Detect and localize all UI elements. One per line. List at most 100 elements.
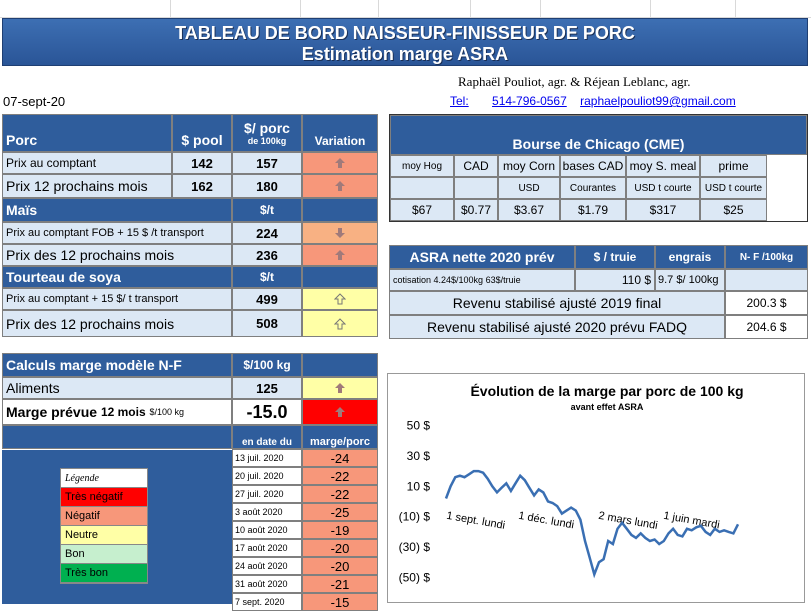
- mais-row-value: 224: [232, 222, 302, 244]
- aliments-value: 125: [232, 377, 302, 399]
- up-arrow-outline-icon: [334, 317, 346, 329]
- history-blank-header: [2, 425, 232, 449]
- history-value: -25: [302, 503, 378, 521]
- y-tick-label: (50) $: [399, 570, 431, 584]
- margin-chart-svg: Évolution de la marge par porc de 100 kg…: [399, 383, 744, 584]
- history-row: 10 août 2020 -19: [232, 521, 378, 539]
- asra-truie-value: 110 $: [575, 269, 655, 291]
- cme-values-cell: $25: [700, 199, 767, 221]
- soya-row-value: 499: [232, 288, 302, 310]
- mais-row: Prix au comptant FOB + 15 $ /t transport…: [2, 222, 378, 244]
- history-row: 20 juil. 2020 -22: [232, 467, 378, 485]
- up-arrow-icon: [335, 407, 345, 417]
- legend: Légende Très négatif Négatif Neutre Bon Très…: [60, 468, 148, 584]
- history-row: 24 août 2020 -20: [232, 557, 378, 575]
- cme-subs-cell: Courantes: [560, 177, 626, 199]
- per-pig-header: $/ porc de 100kg: [232, 114, 302, 152]
- soya-header: Tourteau de soya: [2, 266, 232, 288]
- legend-item: Négatif: [61, 507, 147, 526]
- soya-blank-header: [302, 266, 378, 288]
- asra-title: ASRA nette 2020 prév: [389, 245, 575, 269]
- porc-row-label: Prix 12 prochains mois: [2, 174, 172, 198]
- x-tick-label: 1 juin mardi: [662, 510, 720, 532]
- x-tick-label: 1 sept. lundi: [445, 510, 506, 532]
- authors: Raphaël Pouliot, agr. & Réjean Leblanc, …: [458, 74, 691, 89]
- porc-row: Prix 12 prochains mois 162 180: [2, 174, 378, 198]
- history-date: 31 août 2020: [232, 575, 302, 593]
- porc-row-value: 180: [232, 174, 302, 198]
- up-arrow-outline-icon: [334, 293, 346, 305]
- history-date: 27 juil. 2020: [232, 485, 302, 503]
- mais-row-variation: [302, 244, 378, 266]
- porc-row-pool: 142: [172, 152, 232, 174]
- history-date: 24 août 2020: [232, 557, 302, 575]
- cme-subs-cell: USD t courte: [626, 177, 700, 199]
- mais-row-label: Prix au comptant FOB + 15 $ /t transport: [2, 222, 232, 244]
- soya-row-value: 508: [232, 310, 302, 337]
- history-row: 27 juil. 2020 -22: [232, 485, 378, 503]
- down-arrow-icon: [335, 228, 345, 238]
- phone-link[interactable]: 514-796-0567: [492, 94, 567, 108]
- y-tick-label: 50 $: [407, 419, 431, 433]
- cme-subs-cell: [454, 177, 498, 199]
- up-arrow-icon: [335, 181, 345, 191]
- contact-line: Tel: 514-796-0567 raphaelpouliot99@gmail…: [450, 94, 736, 108]
- soya-unit-header: $/t: [232, 266, 302, 288]
- cme-title: Bourse de Chicago (CME): [390, 115, 807, 155]
- mais-row: Prix des 12 prochains mois 236: [2, 244, 378, 266]
- mais-header: Maïs: [2, 198, 232, 222]
- soya-row-variation: [302, 288, 378, 310]
- porc-row-label: Prix au comptant: [2, 152, 172, 174]
- porc-row-pool: 162: [172, 174, 232, 198]
- y-tick-label: 10 $: [407, 479, 431, 493]
- aliments-variation: [302, 377, 378, 399]
- asra-cotisation: cotisation 4.24$/100kg 63$/truie: [389, 269, 575, 291]
- asra-engrais-header: engrais: [655, 245, 725, 269]
- x-tick-label: 1 déc. lundi: [517, 510, 574, 532]
- soya-row: Prix au comptant + 15 $/ t transport 499: [2, 288, 378, 310]
- history-row: 3 août 2020 -25: [232, 503, 378, 521]
- cme-values-cell: $317: [626, 199, 700, 221]
- legend-item: Très bon: [61, 564, 147, 583]
- history-value: -20: [302, 557, 378, 575]
- history-date: 7 sept. 2020: [232, 593, 302, 611]
- marge-value: -15.0: [232, 399, 302, 425]
- history-date-header: en date du: [232, 425, 302, 449]
- cme-headers-cell: moy Corn: [498, 155, 560, 177]
- asra-nf-header: N- F /100kg: [725, 245, 808, 269]
- history-date: 3 août 2020: [232, 503, 302, 521]
- history-date: 17 août 2020: [232, 539, 302, 557]
- page-title: TABLEAU DE BORD NAISSEUR-FINISSEUR DE PO…: [175, 23, 635, 43]
- report-date: 07-sept-20: [3, 94, 66, 109]
- tel-label[interactable]: Tel:: [450, 94, 469, 108]
- legend-item: Bon: [61, 545, 147, 564]
- cme-headers-cell: moy Hog: [390, 155, 454, 177]
- calc-unit-header: $/100 kg: [232, 353, 302, 377]
- asra-engrais-value: 9.7 $/ 100kg: [655, 269, 725, 291]
- porc-row-value: 157: [232, 152, 302, 174]
- sheet-grid-top: [0, 0, 811, 18]
- history-marge-header: marge/porc: [302, 425, 378, 449]
- legend-title: Légende: [61, 469, 147, 488]
- porc-row-variation: [302, 174, 378, 198]
- aliments-label: Aliments: [2, 377, 232, 399]
- mais-row-label: Prix des 12 prochains mois: [2, 244, 232, 266]
- up-arrow-icon: [335, 158, 345, 168]
- email-link[interactable]: raphaelpouliot99@gmail.com: [580, 94, 736, 108]
- history-date: 13 juil. 2020: [232, 449, 302, 467]
- prices-panel: Porc $ pool $/ porc de 100kg Variation P…: [2, 114, 378, 337]
- y-tick-label: 30 $: [407, 449, 431, 463]
- calc-blank-header: [302, 353, 378, 377]
- history-row: 17 août 2020 -20: [232, 539, 378, 557]
- porc-row-variation: [302, 152, 378, 174]
- chart-subtitle: avant effet ASRA: [571, 402, 644, 412]
- cme-headers-cell: bases CAD: [560, 155, 626, 177]
- history-value: -21: [302, 575, 378, 593]
- y-tick-label: (30) $: [399, 540, 431, 554]
- up-arrow-icon: [335, 383, 345, 393]
- soya-row-label: Prix au comptant + 15 $/ t transport: [2, 288, 232, 310]
- variation-header: Variation: [302, 114, 378, 152]
- soya-row: Prix des 12 prochains mois 508: [2, 310, 378, 337]
- calc-header: Calculs marge modèle N-F: [2, 353, 232, 377]
- mais-blank-header: [302, 198, 378, 222]
